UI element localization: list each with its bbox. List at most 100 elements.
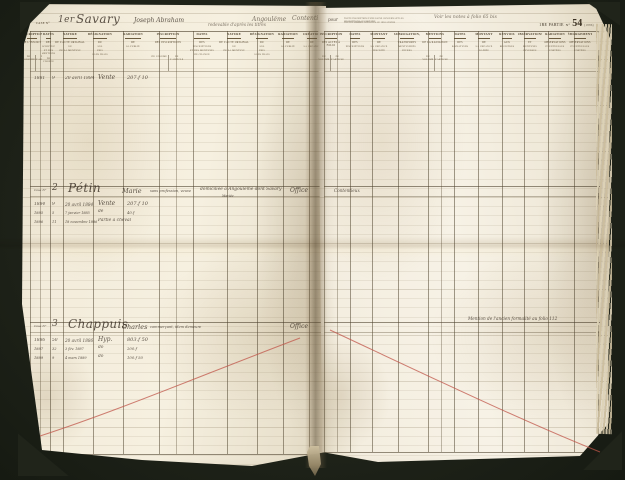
header-line4: et des mentions [42, 49, 55, 56]
header-line3: sa publié [281, 45, 295, 49]
surname-3: Chappuis [68, 317, 129, 331]
header-line4: portées [574, 49, 586, 53]
header-line-1: Mentions [425, 32, 445, 36]
header-line3: sol [259, 45, 265, 49]
header-line-1: Radiation [278, 32, 298, 36]
ledger-left-page[interactable]: Case N° 1er Savary Joseph Abraham redeva… [22, 4, 326, 466]
mention-2: Mariée [222, 194, 234, 198]
header-divider [524, 37, 536, 39]
entry-designation: 40.f [127, 210, 135, 215]
part-year: (1886) [584, 23, 594, 27]
annotation-2: sans profession, veuve [150, 189, 192, 193]
row-rule [324, 452, 600, 453]
annotation-3: commerçant, idem demeure [150, 325, 202, 329]
header-subcolumns: du volumede l'article [422, 55, 448, 71]
header-line4: et des mentions [190, 49, 214, 53]
ledger-right-page[interactable]: pour Toute inscription d'une ligne conce… [318, 4, 610, 462]
header-line2: du [97, 40, 103, 44]
column-header-inscription: Inscription de l'inscrit de l'originede l'… [22, 31, 42, 71]
entry-folio: 50 [52, 338, 58, 343]
entry-inscription: 1887 [34, 347, 44, 351]
header-line-1: Dates [349, 32, 361, 36]
entry-folio: 9 [52, 76, 55, 81]
part-number-label: 1re Partie N° 54 (1886) [539, 18, 594, 29]
paper-stain-right [318, 4, 610, 462]
header-divider [501, 37, 513, 39]
header-divider [349, 37, 361, 39]
entry-folio: 9 [52, 356, 55, 360]
header-sub: de l'origine [22, 56, 36, 61]
header-divider [124, 37, 142, 39]
header-divider [429, 37, 441, 39]
ruled-lines-left [22, 4, 326, 466]
column-header-observations: Observations et mentions diverses [518, 31, 542, 71]
column-rule [574, 31, 575, 452]
header-divider [478, 37, 490, 39]
header-line-1: Nature [62, 32, 78, 36]
column-header-subrogation: Subrogation, transports mentionnés divers [392, 31, 422, 71]
entry-folio: 5 [52, 211, 55, 215]
header-line2: de l'inscrit [22, 40, 42, 44]
header-line2: des [352, 40, 358, 44]
header-line2: de [377, 40, 381, 44]
page-edge-stack [596, 23, 612, 435]
column-rule [257, 31, 258, 454]
entry-nature-cont: de [98, 209, 104, 214]
header-line4: diverses [523, 49, 537, 53]
row-rule [30, 186, 322, 187]
notice-handwritten: Voir les notes à folio 65 bis [434, 15, 497, 20]
header-divider [194, 37, 210, 39]
column-header-designation-2: Désignation du sol pris sans frais [249, 31, 275, 71]
header-line5: de change [194, 53, 210, 57]
header-line2: des [457, 40, 463, 44]
column-rule [123, 31, 124, 454]
column-header-dates: Datesdesinscriptionset des mentionsde ch… [42, 31, 55, 71]
header-divider [93, 37, 107, 39]
header-line2: de l'acte original [55, 40, 85, 44]
header-line3: ou [232, 45, 236, 49]
header-divider [454, 37, 466, 39]
header-line2: des actes à folio [321, 40, 341, 48]
header-line3: radiations [451, 45, 469, 49]
header-line-1: Désignation [250, 32, 274, 36]
column-header-radiation-2: Radiation de sa publié [275, 31, 301, 71]
entry-nature-cont: do [98, 354, 104, 359]
header-line3: la créance [475, 45, 493, 49]
entry-folio: 9 [52, 202, 55, 207]
entry-inscription: 1886 [34, 338, 46, 343]
entry-date: 20 avril 1884 [65, 202, 94, 207]
header-line2: de [482, 40, 486, 44]
header-line4: inscrite [372, 49, 386, 53]
entry-designation: 207.f 10 [127, 75, 148, 81]
spine-thread [307, 446, 321, 476]
row-rule [30, 332, 322, 333]
column-rule [159, 31, 160, 454]
header-line-1: Dates [42, 32, 55, 36]
header-line4: pris [259, 49, 265, 53]
entry-designation: 200.f [127, 346, 137, 351]
header-line3: sol [97, 45, 103, 49]
entry-designation: 207.f 10 [127, 201, 148, 207]
header-line5: sans frais [254, 53, 270, 57]
column-header-montant: Montant de la créance inscrite [366, 31, 392, 71]
right-note-section-2: Contentieux [334, 188, 360, 193]
entry-designation: 100.f 50 [127, 355, 143, 360]
header-line2: de [131, 40, 135, 44]
column-rule [398, 31, 399, 452]
column-header-designation: Désignation du sol pris sans frais [85, 31, 115, 71]
header-line5: de change [42, 56, 55, 63]
case-label-2: Case N° [34, 188, 47, 192]
right-page-title-row: pour Toute inscription d'une ligne conce… [324, 10, 606, 30]
header-divider [400, 37, 414, 39]
header-line-1: Désignation [88, 32, 112, 36]
row-rule [324, 196, 600, 197]
header-line-1: Radiation [123, 32, 143, 36]
top-marker: pour [328, 17, 338, 22]
header-divider [282, 37, 294, 39]
header-line-1: Renvois [499, 32, 515, 36]
entry-date: 20 avril 1886 [65, 338, 94, 343]
case-number-2: 2 [52, 183, 59, 193]
part-number: 54 [572, 18, 583, 29]
header-line2: et [528, 40, 532, 44]
header-divider [63, 37, 77, 39]
